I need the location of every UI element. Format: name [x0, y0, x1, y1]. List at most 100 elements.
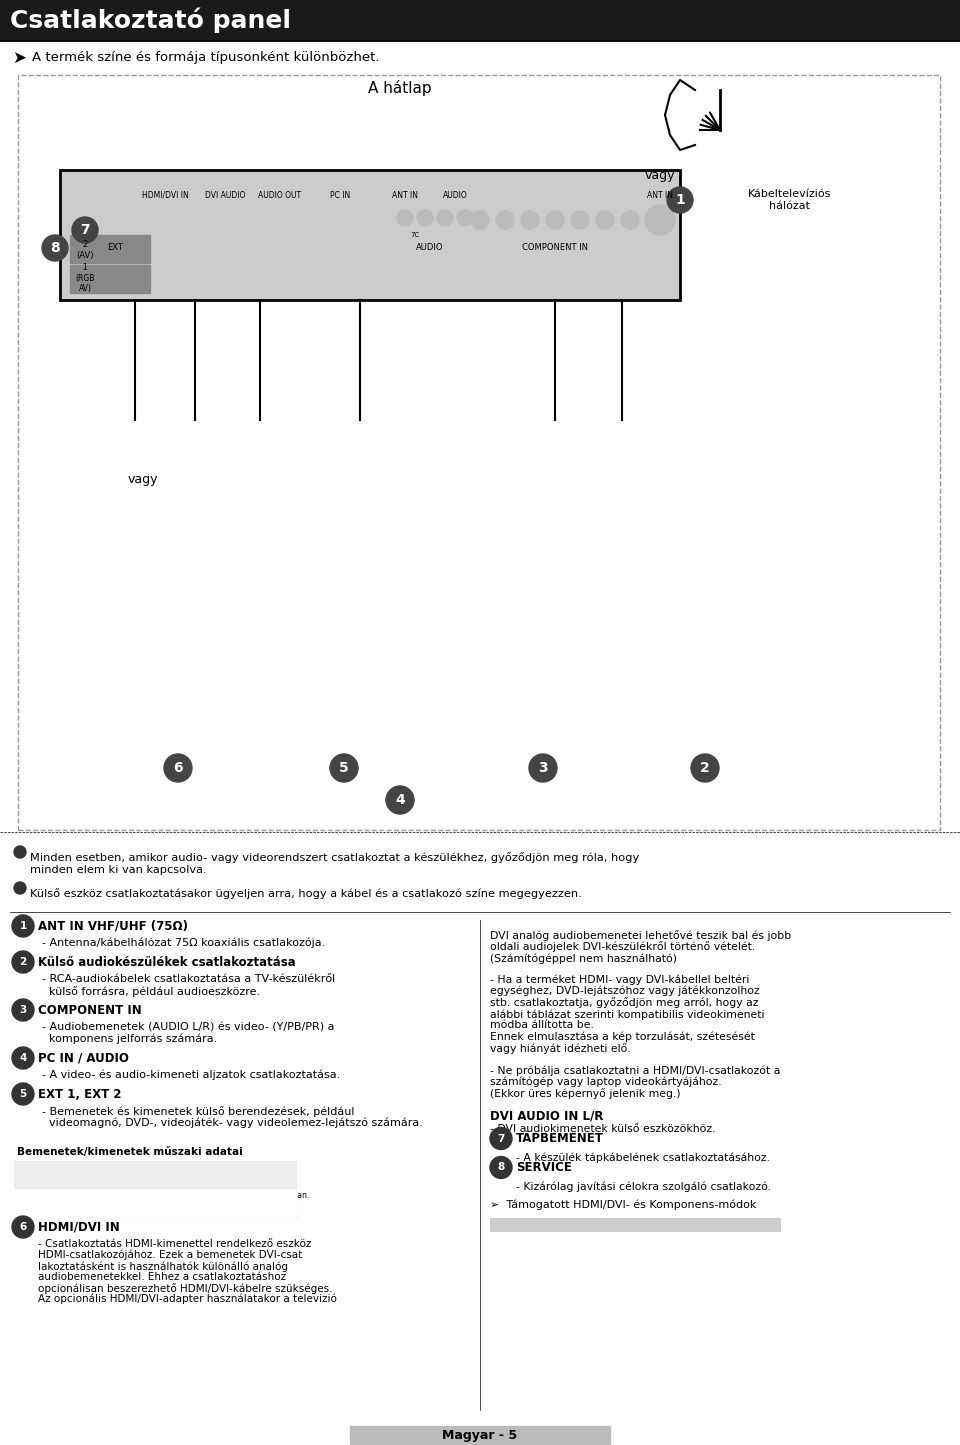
Text: 8: 8 — [497, 1162, 505, 1172]
Text: EXT 1: EXT 1 — [26, 1192, 47, 1201]
Text: ✓: ✓ — [71, 1192, 77, 1201]
Text: 2
(AV): 2 (AV) — [76, 240, 94, 260]
Text: ➤: ➤ — [12, 49, 26, 66]
Text: 720p: 720p — [715, 1220, 740, 1230]
Bar — [640, 1231, 675, 1246]
Text: - Ha a terméket HDMI- vagy DVI-kábellel beltéri: - Ha a terméket HDMI- vagy DVI-kábellel … — [490, 974, 750, 985]
Text: Audio (L/R): Audio (L/R) — [94, 1178, 136, 1186]
Circle shape — [12, 951, 34, 972]
Text: vagy: vagy — [128, 474, 158, 487]
Text: ✓: ✓ — [156, 1192, 161, 1201]
Circle shape — [14, 881, 26, 894]
Bar — [14, 1189, 296, 1204]
Text: ✓: ✓ — [182, 1205, 189, 1214]
Circle shape — [72, 217, 98, 243]
Text: COMPONENT IN: COMPONENT IN — [522, 244, 588, 253]
Text: O: O — [619, 1248, 626, 1257]
Bar — [60, 171, 680, 301]
Text: PC IN: PC IN — [330, 191, 350, 199]
Text: - Audiobemenetek (AUDIO L/R) és video- (Y/PB/PR) a: - Audiobemenetek (AUDIO L/R) és video- (… — [42, 1022, 334, 1032]
Text: 8: 8 — [50, 241, 60, 254]
Text: O: O — [689, 1261, 696, 1272]
Text: O: O — [724, 1261, 731, 1272]
Text: O: O — [689, 1234, 696, 1243]
Text: audiobemenetekkel. Ehhez a csatlakoztatáshoz: audiobemenetekkel. Ehhez a csatlakoztatá… — [38, 1272, 286, 1282]
Text: 7C: 7C — [410, 233, 420, 238]
Text: ✓: ✓ — [111, 1192, 118, 1201]
Text: - RCA-audiokábelek csatlakoztatása a TV-készülékről: - RCA-audiokábelek csatlakoztatása a TV-… — [42, 974, 335, 984]
Text: 5: 5 — [339, 762, 348, 775]
Bar — [14, 1204, 296, 1217]
Text: Ennek elmulasztása a kép torzulását, szétesését: Ennek elmulasztása a kép torzulását, szé… — [490, 1032, 755, 1042]
Bar — [745, 1260, 780, 1273]
Text: X: X — [655, 1248, 660, 1257]
Text: Magyar - 5: Magyar - 5 — [443, 1429, 517, 1442]
Text: 576i: 576i — [646, 1220, 668, 1230]
Text: O: O — [759, 1234, 766, 1243]
Circle shape — [667, 186, 693, 212]
Text: Külső audiokészülékek csatlakoztatása: Külső audiokészülékek csatlakoztatása — [38, 955, 296, 968]
Text: O: O — [654, 1261, 661, 1272]
Bar — [710, 1231, 745, 1246]
Text: - DVI audiokimenetek külső eszközökhöz.: - DVI audiokimenetek külső eszközökhöz. — [490, 1124, 715, 1133]
Text: 5: 5 — [19, 1090, 27, 1100]
Text: 576p: 576p — [680, 1220, 706, 1230]
Text: komponens jelforrás számára.: komponens jelforrás számára. — [42, 1035, 217, 1045]
Text: 1
(RGB
AV): 1 (RGB AV) — [75, 263, 95, 293]
Text: X: X — [585, 1248, 590, 1257]
Circle shape — [496, 211, 514, 228]
Text: O: O — [724, 1248, 731, 1257]
Circle shape — [12, 1082, 34, 1105]
Text: O: O — [759, 1261, 766, 1272]
Circle shape — [596, 211, 614, 228]
Text: 4: 4 — [19, 1053, 27, 1064]
Text: 1: 1 — [19, 920, 27, 931]
Text: 480p: 480p — [610, 1220, 636, 1230]
Bar — [83, 105, 138, 150]
Bar — [490, 1231, 570, 1246]
Text: O: O — [724, 1234, 731, 1243]
Bar — [570, 1218, 605, 1231]
Text: AUDIO OUT: AUDIO OUT — [258, 191, 301, 199]
Text: X: X — [655, 1234, 660, 1243]
Bar — [14, 1160, 296, 1175]
Bar — [605, 1246, 640, 1260]
Bar — [570, 1231, 605, 1246]
Circle shape — [691, 754, 719, 782]
Text: AUDIO: AUDIO — [417, 244, 444, 253]
Circle shape — [457, 210, 473, 225]
Bar — [675, 1218, 710, 1231]
Bar — [350, 1426, 610, 1444]
Circle shape — [330, 754, 358, 782]
FancyBboxPatch shape — [18, 75, 940, 829]
Text: egységhez, DVD-lejátszóhoz vagy játékkonzolhoz: egységhez, DVD-lejátszóhoz vagy játékkon… — [490, 985, 759, 997]
Text: stb. csatlakoztatja, győződjön meg arról, hogy az: stb. csatlakoztatja, győződjön meg arról… — [490, 997, 758, 1009]
Text: - Ne próbálja csatlakoztatni a HDMI/DVI-csatlakozót a: - Ne próbálja csatlakoztatni a HDMI/DVI-… — [490, 1065, 780, 1075]
Bar — [710, 1218, 745, 1231]
Text: - Kizárólag javítási célokra szolgáló csatlakozó.: - Kizárólag javítási célokra szolgáló cs… — [516, 1182, 771, 1192]
Text: Kimenet: Kimenet — [228, 1163, 264, 1172]
Text: A termék színe és formája típusonként különbözhet.: A termék színe és formája típusonként kü… — [32, 52, 379, 65]
Circle shape — [14, 845, 26, 858]
Circle shape — [490, 1127, 512, 1150]
Circle shape — [621, 211, 639, 228]
Bar — [272, 691, 417, 746]
Circle shape — [397, 210, 413, 225]
Text: O: O — [619, 1261, 626, 1272]
Circle shape — [521, 211, 539, 228]
Text: RGB: RGB — [178, 1178, 194, 1186]
Text: EXT: EXT — [108, 243, 123, 251]
Text: ➢  Támogatott HDMI/DVI- és Komponens-módok: ➢ Támogatott HDMI/DVI- és Komponens-módo… — [490, 1199, 756, 1209]
Circle shape — [42, 236, 68, 262]
Bar — [745, 1246, 780, 1260]
Bar — [0, 0, 960, 38]
Text: EXT 2: EXT 2 — [26, 1205, 47, 1214]
Bar — [570, 1246, 605, 1260]
Text: SERVICE: SERVICE — [516, 1160, 572, 1173]
Text: 6: 6 — [173, 762, 182, 775]
Text: vagy hiányát idézheti elő.: vagy hiányát idézheti elő. — [490, 1043, 631, 1055]
Text: Komponens: Komponens — [504, 1261, 556, 1272]
Bar — [640, 1260, 675, 1273]
Bar — [14, 1175, 296, 1189]
Circle shape — [437, 210, 453, 225]
